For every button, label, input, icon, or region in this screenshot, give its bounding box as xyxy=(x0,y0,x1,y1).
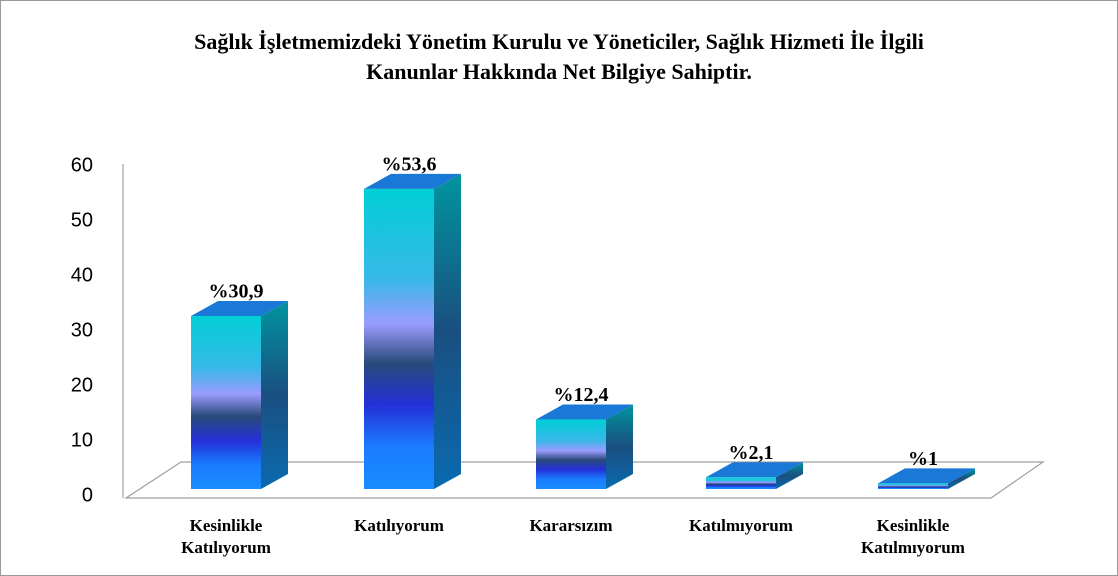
value-label: %53,6 xyxy=(382,153,437,175)
y-tick-label: 30 xyxy=(71,319,93,341)
bar-front xyxy=(191,315,261,489)
y-tick-label: 20 xyxy=(71,374,93,396)
value-label: %12,4 xyxy=(554,384,609,406)
x-tick-label: Kesinlikle Katılmıyorum xyxy=(861,516,965,557)
x-tick-label: Kesinlikle Katılıyorum xyxy=(181,516,271,557)
bar-top xyxy=(364,173,461,189)
x-tick-label: Katılıyorum xyxy=(354,516,444,535)
y-tick-label: 10 xyxy=(71,429,93,451)
y-tick-label: 50 xyxy=(71,209,93,231)
value-label: %30,9 xyxy=(209,281,264,303)
bar-top xyxy=(706,462,803,478)
bar-front xyxy=(536,419,606,489)
bar xyxy=(878,468,975,489)
x-tick-label: Katılmıyorum xyxy=(689,516,793,535)
bar xyxy=(191,300,288,489)
bar-side xyxy=(261,300,288,489)
value-label: %1 xyxy=(908,448,938,470)
bar-side xyxy=(606,404,633,489)
bar-top xyxy=(536,404,633,420)
bar-side xyxy=(776,462,803,489)
y-tick-label: 40 xyxy=(71,264,93,286)
x-tick-label: Kararsızım xyxy=(529,516,613,535)
bar-front xyxy=(706,477,776,489)
bar-side xyxy=(948,468,975,489)
bar-front xyxy=(364,188,434,489)
value-label: %2,1 xyxy=(729,442,774,464)
bar xyxy=(706,462,803,489)
chart-title: Sağlık İşletmemizdeki Yönetim Kurulu ve … xyxy=(194,29,924,84)
bar-side xyxy=(434,173,461,489)
bar-front xyxy=(878,483,948,489)
bar-top xyxy=(191,300,288,316)
bar xyxy=(536,404,633,489)
y-tick-label: 60 xyxy=(71,154,93,176)
bar-top xyxy=(878,468,975,484)
y-tick-label: 0 xyxy=(82,484,93,506)
bar xyxy=(364,173,461,489)
